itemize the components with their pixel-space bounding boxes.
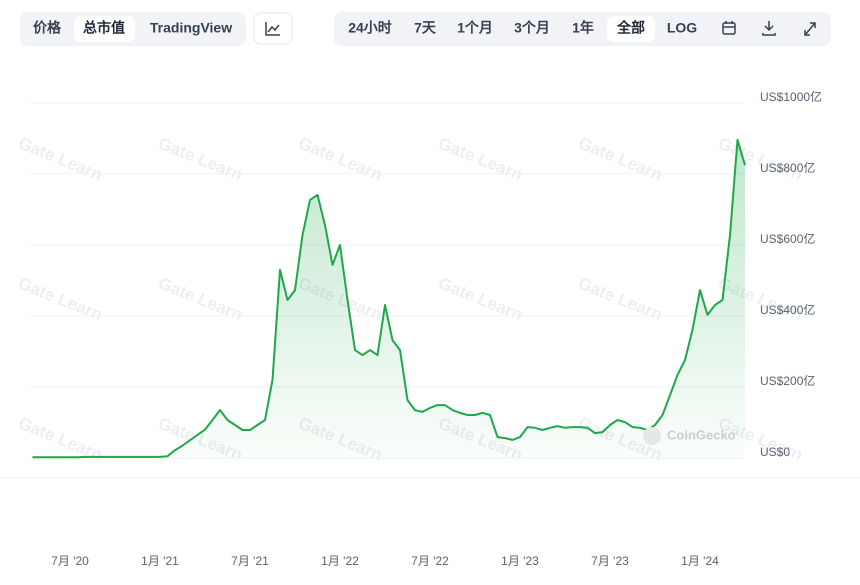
x-tick-label: 7月 '23 (591, 554, 629, 568)
watermark-text: Gate Learn (296, 134, 385, 185)
toolbar-icons (722, 21, 816, 36)
y-tick-label: US$0 (760, 445, 790, 459)
x-tick-label: 1月 '23 (501, 554, 539, 568)
area (32, 139, 745, 458)
range-all[interactable]: 全部 (616, 20, 645, 36)
download-icon[interactable] (762, 21, 776, 36)
watermark-text: Gate Learn (436, 274, 525, 325)
y-tick-label: US$800亿 (760, 160, 815, 175)
plot: US$0 US$200亿 US$400亿 US$600亿 US$800亿 US$1000亿… (30, 89, 822, 568)
watermark-text: Gate Learn (576, 274, 665, 325)
active-range-bg (607, 16, 655, 42)
log-toggle[interactable]: LOG (667, 20, 697, 36)
calendar-icon[interactable] (722, 22, 736, 35)
y-tick-label: US$400亿 (760, 302, 815, 317)
coingecko-logo (643, 427, 661, 445)
y-tick-label: US$600亿 (760, 231, 815, 246)
x-tick-label: 1月 '22 (321, 554, 359, 568)
line (32, 138, 746, 459)
line-chart-icon (265, 22, 280, 36)
range-group (334, 12, 831, 46)
tab-price[interactable]: 价格 (33, 20, 62, 36)
range-24h[interactable]: 24小时 (348, 20, 392, 36)
watermark-text: Gate Learn (156, 134, 245, 185)
x-tick-label: 7月 '22 (411, 554, 449, 568)
active-tab-bg (74, 16, 135, 42)
y-tick-label: US$200亿 (760, 373, 815, 388)
range-1y[interactable]: 1年 (572, 20, 594, 36)
range-3m[interactable]: 3个月 (514, 20, 550, 36)
tab-market-cap[interactable]: 总市值 (83, 20, 125, 36)
watermark-text: Gate Learn (716, 134, 805, 185)
x-tick-label: 1月 '24 (681, 554, 719, 568)
x-tick-label: 7月 '21 (231, 554, 269, 568)
watermark-text: Gate Learn (576, 134, 665, 185)
calendar-icon-detail (723, 21, 735, 28)
x-tick-label: 1月 '21 (141, 554, 179, 568)
watermark-text: Gate Learn (156, 274, 245, 325)
watermark-text: Gate Learn (16, 274, 105, 325)
watermark-text: Gate Learn (16, 134, 105, 185)
expand-icon[interactable] (804, 22, 816, 36)
range-7d[interactable]: 7天 (414, 20, 437, 36)
watermark-brand: CoinGecko (667, 427, 736, 442)
watermark-text: Gate Learn (436, 134, 525, 185)
tab-tradingview[interactable]: TradingView (150, 20, 232, 36)
x-tick-label: 7月 '20 (51, 554, 89, 568)
y-tick-label: US$1000亿 (760, 89, 822, 104)
range-1m[interactable]: 1个月 (457, 20, 493, 36)
